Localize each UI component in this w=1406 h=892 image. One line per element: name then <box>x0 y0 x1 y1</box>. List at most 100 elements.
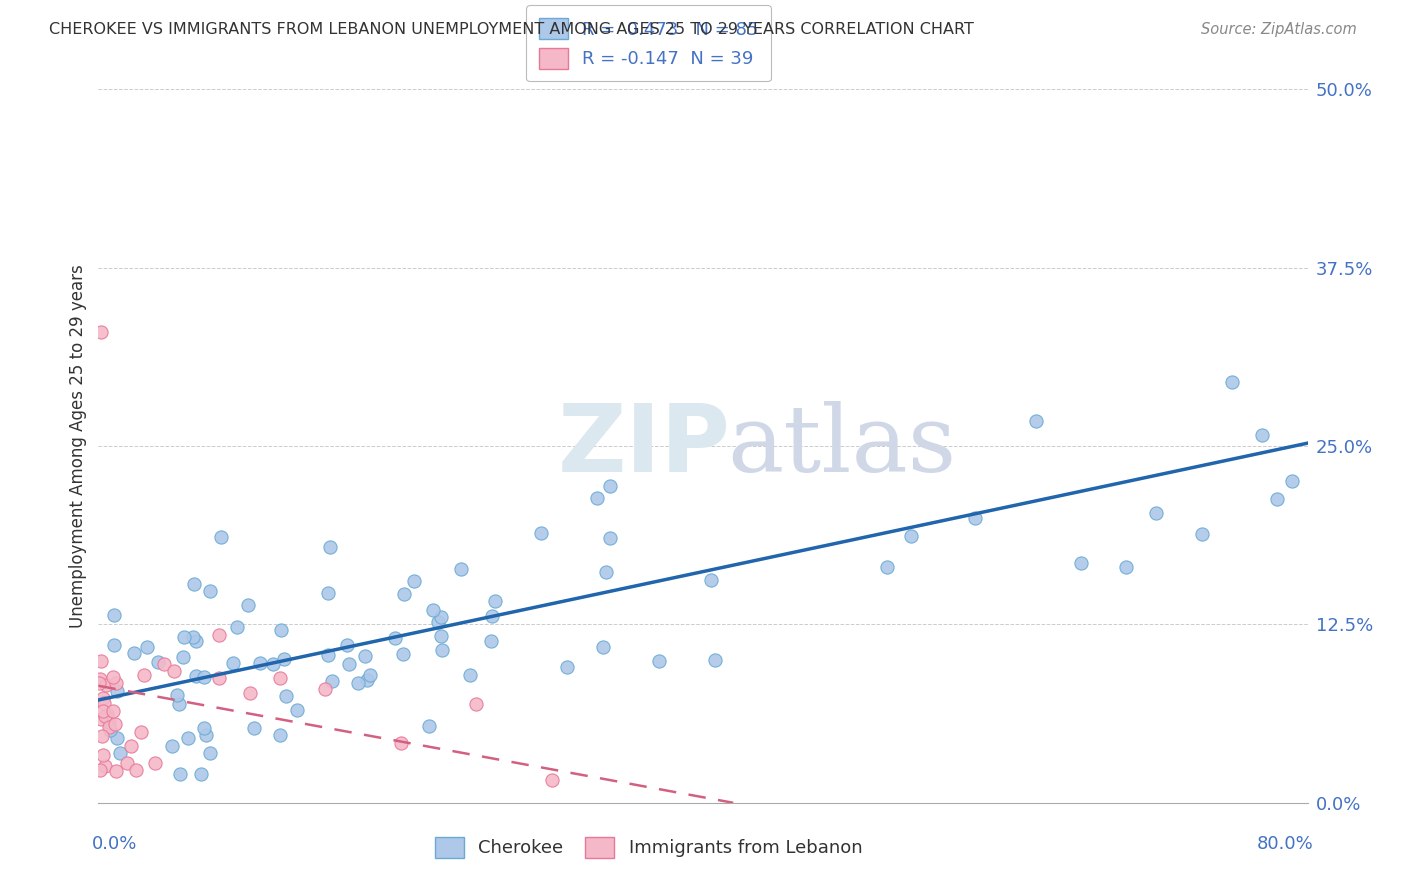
Point <box>703 653 725 667</box>
Point <box>316 585 339 599</box>
Point <box>321 674 343 689</box>
Point <box>90 654 112 668</box>
Point <box>103 717 125 731</box>
Point <box>198 746 221 760</box>
Point <box>221 656 243 670</box>
Point <box>337 657 360 671</box>
Point <box>93 696 115 710</box>
Y-axis label: Unemployment Among Ages 25 to 29 years: Unemployment Among Ages 25 to 29 years <box>69 264 87 628</box>
Point <box>94 709 117 723</box>
Point <box>190 767 212 781</box>
Point <box>103 638 125 652</box>
Point <box>96 707 118 722</box>
Point <box>359 667 381 681</box>
Point <box>586 491 609 506</box>
Point <box>458 668 481 682</box>
Point <box>209 530 232 544</box>
Point <box>243 721 266 735</box>
Point <box>208 628 231 642</box>
Point <box>120 739 142 754</box>
Point <box>595 566 617 580</box>
Point <box>184 634 207 648</box>
Point <box>599 531 621 545</box>
Point <box>166 688 188 702</box>
Point <box>238 599 260 613</box>
Point <box>89 676 111 690</box>
Point <box>394 587 416 601</box>
Point <box>153 657 176 672</box>
Point <box>89 672 111 686</box>
Point <box>347 676 370 690</box>
Point <box>592 640 614 654</box>
Point <box>422 603 444 617</box>
Point <box>167 697 190 711</box>
Point <box>484 594 506 608</box>
Point <box>450 562 472 576</box>
Point <box>876 560 898 574</box>
Point <box>270 623 292 637</box>
Point <box>1267 491 1289 506</box>
Point <box>94 759 117 773</box>
Point <box>160 739 183 753</box>
Point <box>90 712 112 726</box>
Legend: Cherokee, Immigrants from Lebanon: Cherokee, Immigrants from Lebanon <box>427 830 869 865</box>
Point <box>479 633 502 648</box>
Point <box>336 638 359 652</box>
Point <box>1220 376 1243 390</box>
Point <box>699 573 721 587</box>
Point <box>172 650 194 665</box>
Point <box>89 763 111 777</box>
Point <box>599 479 621 493</box>
Point <box>285 703 308 717</box>
Text: 0.0%: 0.0% <box>93 835 138 853</box>
Point <box>93 704 115 718</box>
Point <box>184 669 207 683</box>
Point <box>115 756 138 770</box>
Point <box>226 620 249 634</box>
Point <box>193 670 215 684</box>
Point <box>481 609 503 624</box>
Point <box>430 610 453 624</box>
Point <box>96 709 118 723</box>
Point <box>1281 475 1303 489</box>
Point <box>1024 414 1046 428</box>
Point <box>122 646 145 660</box>
Text: CHEROKEE VS IMMIGRANTS FROM LEBANON UNEMPLOYMENT AMONG AGES 25 TO 29 YEARS CORRE: CHEROKEE VS IMMIGRANTS FROM LEBANON UNEM… <box>49 22 974 37</box>
Point <box>90 729 112 743</box>
Point <box>900 529 922 543</box>
Point <box>101 704 124 718</box>
Point <box>269 671 291 685</box>
Point <box>239 686 262 700</box>
Point <box>1115 560 1137 574</box>
Point <box>356 673 378 688</box>
Point <box>402 574 425 589</box>
Point <box>98 723 121 737</box>
Point <box>648 654 671 668</box>
Point <box>94 678 117 692</box>
Point <box>91 690 114 705</box>
Point <box>418 719 440 733</box>
Point <box>1251 428 1274 442</box>
Point <box>105 731 128 746</box>
Point <box>530 525 553 540</box>
Point <box>193 721 215 735</box>
Point <box>465 698 488 712</box>
Point <box>273 652 295 666</box>
Point <box>163 665 186 679</box>
Point <box>98 720 121 734</box>
Point <box>129 724 152 739</box>
Text: atlas: atlas <box>727 401 956 491</box>
Point <box>125 763 148 777</box>
Text: ZIP: ZIP <box>558 400 731 492</box>
Point <box>132 668 155 682</box>
Point <box>391 647 413 661</box>
Point <box>318 541 340 555</box>
Point <box>183 577 205 591</box>
Point <box>181 630 204 644</box>
Point <box>354 648 377 663</box>
Point <box>262 657 284 671</box>
Point <box>314 681 336 696</box>
Point <box>136 640 159 654</box>
Point <box>1144 506 1167 520</box>
Point <box>316 648 339 662</box>
